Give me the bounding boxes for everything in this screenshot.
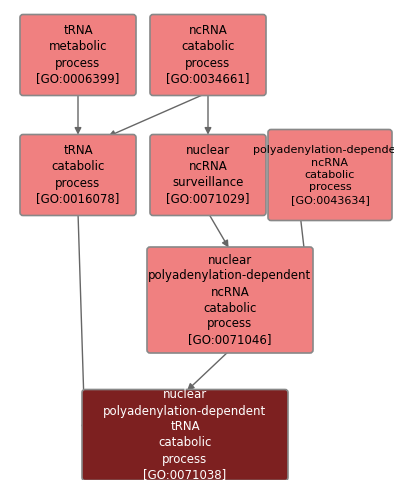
Text: nuclear
polyadenylation-dependent
tRNA
catabolic
process
[GO:0071038]: nuclear polyadenylation-dependent tRNA c… — [103, 388, 267, 480]
FancyBboxPatch shape — [20, 134, 136, 216]
FancyBboxPatch shape — [150, 134, 266, 216]
FancyBboxPatch shape — [147, 247, 313, 353]
Text: tRNA
catabolic
process
[GO:0016078]: tRNA catabolic process [GO:0016078] — [36, 144, 120, 205]
Text: nuclear
polyadenylation-dependent
ncRNA
catabolic
process
[GO:0071046]: nuclear polyadenylation-dependent ncRNA … — [149, 253, 312, 347]
Text: ncRNA
catabolic
process
[GO:0034661]: ncRNA catabolic process [GO:0034661] — [166, 24, 250, 85]
FancyBboxPatch shape — [268, 130, 392, 220]
FancyBboxPatch shape — [82, 389, 288, 480]
Text: nuclear
ncRNA
surveillance
[GO:0071029]: nuclear ncRNA surveillance [GO:0071029] — [166, 144, 250, 205]
FancyBboxPatch shape — [20, 14, 136, 96]
FancyBboxPatch shape — [150, 14, 266, 96]
Text: tRNA
metabolic
process
[GO:0006399]: tRNA metabolic process [GO:0006399] — [36, 24, 120, 85]
Text: polyadenylation-dependent
ncRNA
catabolic
process
[GO:0043634]: polyadenylation-dependent ncRNA cataboli… — [253, 145, 394, 205]
